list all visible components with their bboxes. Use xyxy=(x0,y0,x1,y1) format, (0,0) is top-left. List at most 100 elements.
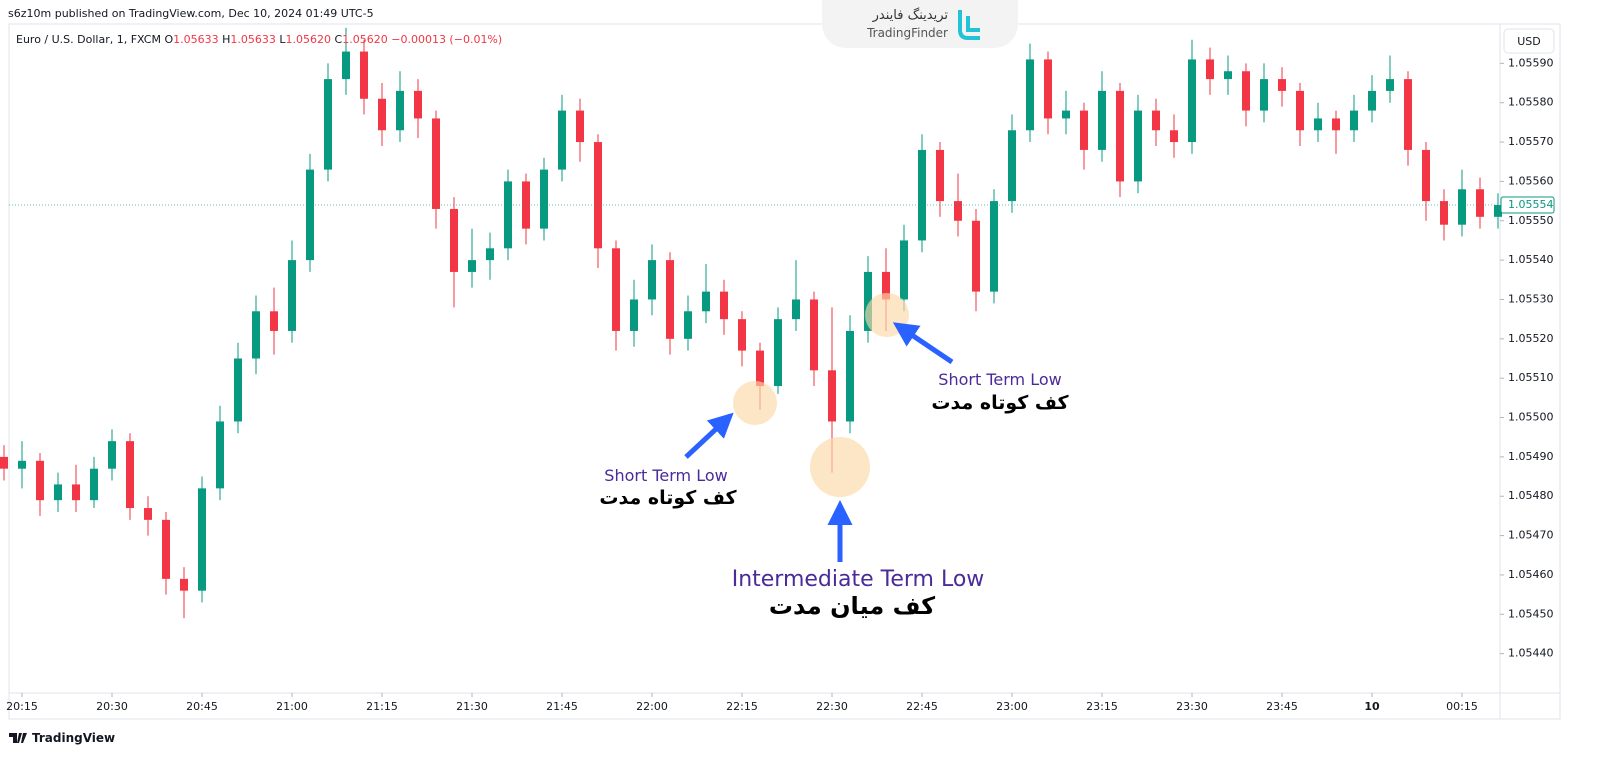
candle-body xyxy=(198,488,206,591)
x-tick-label: 22:00 xyxy=(636,700,668,713)
candle-body xyxy=(1116,90,1124,182)
candle-body xyxy=(1368,90,1376,111)
candle-body xyxy=(0,456,8,469)
y-tick-label: 1.05530 xyxy=(1508,292,1554,305)
candle-body xyxy=(342,51,350,80)
candle-body xyxy=(1476,189,1484,217)
x-tick-label: 23:45 xyxy=(1266,700,1298,713)
candle-body xyxy=(1044,59,1052,119)
candle-body xyxy=(1224,71,1232,80)
candle-body xyxy=(450,208,458,272)
candle-body xyxy=(900,240,908,300)
candle-body xyxy=(540,169,548,229)
watermark-en: TradingFinder xyxy=(867,26,948,40)
candle-body xyxy=(1260,79,1268,111)
x-tick-label: 20:15 xyxy=(6,700,38,713)
candle-body xyxy=(810,299,818,371)
candle-body xyxy=(414,90,422,119)
symbol: Euro / U.S. Dollar, 1, FXCM xyxy=(16,33,161,46)
y-tick-label: 1.05540 xyxy=(1508,253,1554,266)
candle-body xyxy=(1386,79,1394,91)
x-tick-label: 21:00 xyxy=(276,700,308,713)
watermark: تریدینگ فایندر TradingFinder xyxy=(822,0,1018,48)
candle-body xyxy=(990,201,998,292)
candle-body xyxy=(558,110,566,170)
candle-body xyxy=(738,319,746,351)
candle-body xyxy=(936,149,944,202)
candle-body xyxy=(792,299,800,320)
candle-body xyxy=(54,484,62,501)
y-tick-label: 1.05570 xyxy=(1508,135,1554,148)
y-tick-label: 1.05560 xyxy=(1508,174,1554,187)
annotation-en: Short Term Low xyxy=(604,466,727,485)
candle-body xyxy=(72,484,80,501)
annotation-fa: کف کوتاه مدت xyxy=(931,392,1069,414)
candle-body xyxy=(1278,79,1286,91)
candle-body xyxy=(648,260,656,300)
x-tick-label: 20:45 xyxy=(186,700,218,713)
y-tick-label: 1.05580 xyxy=(1508,96,1554,109)
candle-body xyxy=(1206,59,1214,80)
candle-body xyxy=(1296,90,1304,131)
candle-body xyxy=(1458,189,1466,225)
currency-button[interactable] xyxy=(1503,28,1555,54)
candle-body xyxy=(162,519,170,579)
y-tick-label: 1.05520 xyxy=(1508,332,1554,345)
candle-body xyxy=(90,468,98,501)
candle-body xyxy=(594,142,602,249)
candle-body xyxy=(1314,118,1322,131)
tv-logo xyxy=(9,733,27,743)
watermark-fa: تریدینگ فایندر xyxy=(872,8,948,23)
legend-key: H xyxy=(222,33,231,46)
candle-body xyxy=(1440,201,1448,225)
published-line: s6z10m published on TradingView.com, Dec… xyxy=(8,7,374,20)
chart-frame xyxy=(8,23,1561,720)
x-tick-label: 20:30 xyxy=(96,700,128,713)
legend-key: C xyxy=(334,33,343,46)
ohlc-legend: Euro / U.S. Dollar, 1, FXCM O1.05633 H1.… xyxy=(16,33,502,46)
candle-body xyxy=(666,260,674,339)
candle-body xyxy=(882,271,890,300)
candle-body xyxy=(1494,205,1502,217)
candle-body xyxy=(324,79,332,170)
legend-value: 1.05620 xyxy=(342,33,388,46)
candle-body xyxy=(522,181,530,229)
x-tick-label: 21:15 xyxy=(366,700,398,713)
legend-key: O xyxy=(164,33,174,46)
x-tick-label: 00:15 xyxy=(1446,700,1478,713)
arrow xyxy=(892,322,954,365)
y-tick-label: 1.05510 xyxy=(1508,371,1554,384)
candle-body xyxy=(144,508,152,520)
candle-body xyxy=(486,248,494,261)
legend-value: 1.05620 xyxy=(285,33,332,46)
y-tick-label: 1.05490 xyxy=(1508,450,1554,463)
candle-body xyxy=(846,330,854,422)
candle-body xyxy=(864,271,872,331)
candle-body xyxy=(972,220,980,292)
x-tick-label: 21:45 xyxy=(546,700,578,713)
candle-body xyxy=(702,291,710,312)
candle-body xyxy=(216,421,224,489)
candle-body xyxy=(306,169,314,261)
y-tick-label: 1.05450 xyxy=(1508,607,1554,620)
candle-body xyxy=(18,460,26,469)
x-tick-label: 22:30 xyxy=(816,700,848,713)
annotation-fa: کف میان مدت xyxy=(769,592,935,620)
candle-body xyxy=(918,149,926,241)
highlight-circle xyxy=(733,381,777,425)
y-tick-label: 1.05500 xyxy=(1508,411,1554,424)
x-tick-label: 23:00 xyxy=(996,700,1028,713)
x-tick-label: 23:30 xyxy=(1176,700,1208,713)
x-tick-label: 10 xyxy=(1364,700,1380,713)
y-tick-label: 1.05460 xyxy=(1508,568,1554,581)
candle-body xyxy=(1080,110,1088,150)
currency: USD xyxy=(1517,35,1541,48)
candle-body xyxy=(1062,110,1070,119)
candle-body xyxy=(1170,130,1178,143)
candle-body xyxy=(504,181,512,249)
candle-body xyxy=(1332,118,1340,131)
x-tick-label: 22:45 xyxy=(906,700,938,713)
y-tick-label: 1.05440 xyxy=(1508,647,1554,660)
